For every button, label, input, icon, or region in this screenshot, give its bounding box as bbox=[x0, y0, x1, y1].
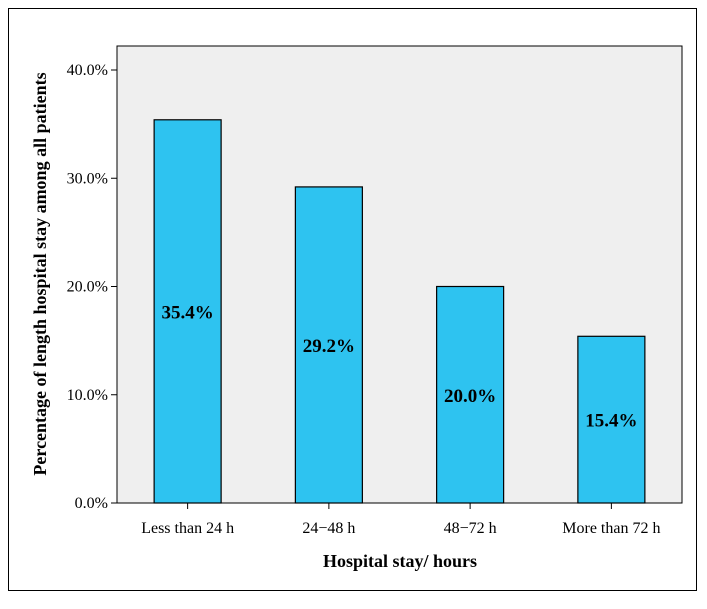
x-tick-label: 48−72 h bbox=[444, 520, 497, 537]
y-tick-label: 30.0% bbox=[67, 170, 108, 187]
bar-value-label: 29.2% bbox=[303, 336, 355, 357]
y-tick-label: 40.0% bbox=[67, 62, 108, 79]
bar-value-label: 15.4% bbox=[585, 411, 637, 432]
y-tick-label: 10.0% bbox=[67, 387, 108, 404]
bar bbox=[577, 335, 646, 504]
x-tick-label: Less than 24 h bbox=[141, 520, 234, 537]
bar-value-label: 20.0% bbox=[444, 386, 496, 407]
x-axis-title: Hospital stay/ hours bbox=[323, 551, 477, 571]
bar bbox=[436, 285, 505, 504]
y-axis-title: Percentage of length hospital stay among… bbox=[30, 72, 50, 475]
bar-value-label: 35.4% bbox=[162, 302, 214, 323]
x-axis: Less than 24 h 24−48 h 48−72 h More than 72… bbox=[141, 503, 660, 537]
x-tick-label: 24−48 h bbox=[302, 520, 355, 537]
bar bbox=[153, 119, 222, 504]
y-tick-label: 20.0% bbox=[67, 279, 108, 296]
bar bbox=[294, 186, 363, 504]
y-tick-label: 0.0% bbox=[75, 495, 108, 512]
y-axis: 0.0% 10.0% 20.0% 30.0% 40.0% bbox=[67, 62, 117, 512]
bars-group: 35.4% 29.2% 20.0% 15.4% bbox=[153, 119, 646, 504]
x-tick-label: More than 72 h bbox=[562, 520, 660, 537]
